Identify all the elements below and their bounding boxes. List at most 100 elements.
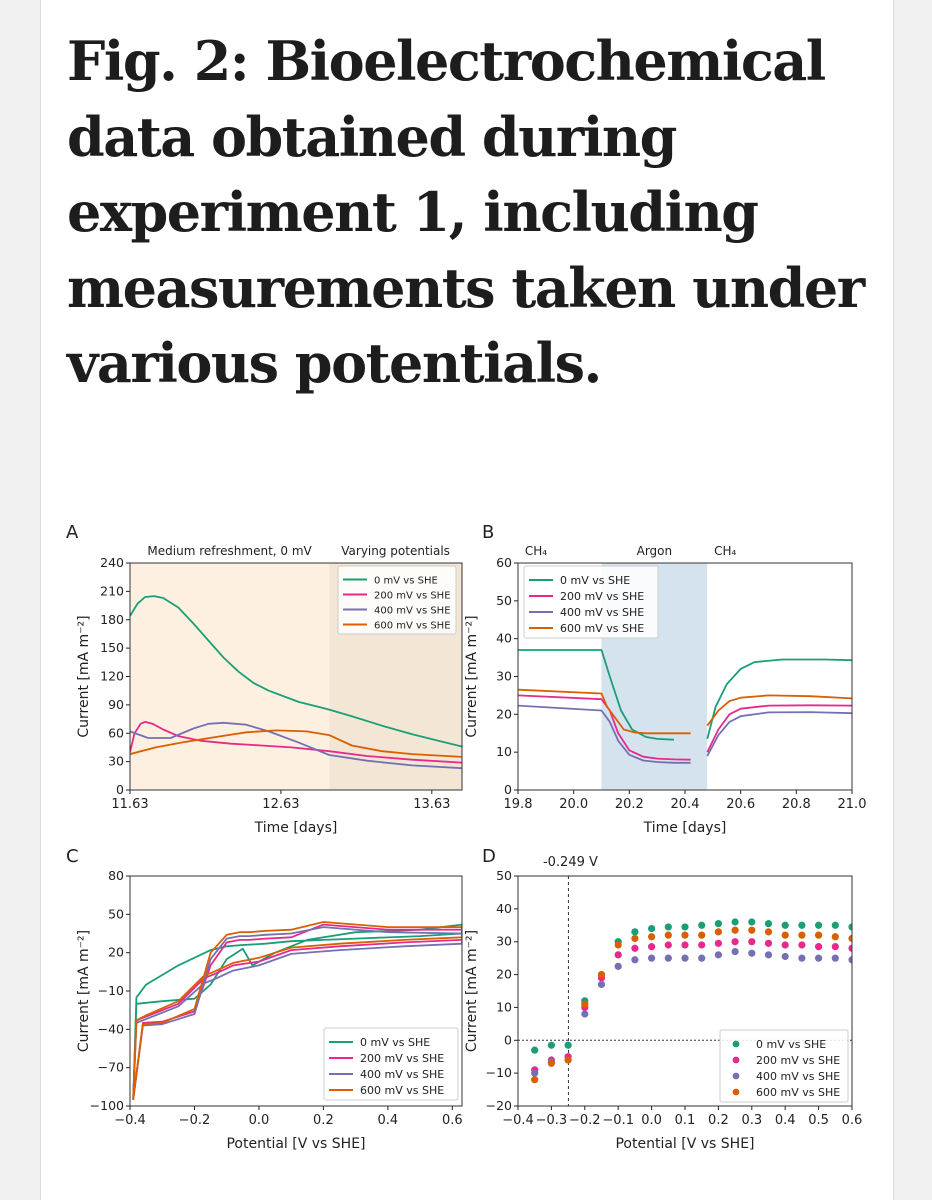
series-line-0-mv-vs-she [518,649,674,741]
scatter-point-400-mv-vs-she [831,954,839,962]
scatter-point-200-mv-vs-she [664,941,672,949]
panel-a-ytick-label: 0 [116,782,124,797]
panel-b-xtick-label: 21.0 [838,797,867,812]
series-line-0-mv-vs-she [130,595,462,748]
scatter-point-600-mv-vs-she [581,1000,589,1008]
scatter-point-400-mv-vs-she [698,954,706,962]
legend-label: 200 mV vs SHE [756,1054,840,1067]
panel-b-xtick-label: 20.0 [559,797,588,812]
scatter-point-600-mv-vs-she [648,933,656,941]
panel-d-ytick-label: −10 [486,1065,512,1080]
scatter-point-0-mv-vs-she [748,918,756,926]
panel-b-ylabel: Current [mA m⁻²] [464,615,480,737]
scatter-point-600-mv-vs-she [831,933,839,941]
panel-d-xtick-label: 0.5 [808,1113,829,1128]
scatter-point-200-mv-vs-she [648,943,656,951]
panel-c-ytick-label: 50 [108,906,124,921]
panel-a-ytick-label: 120 [100,669,124,684]
scatter-point-400-mv-vs-she [581,1010,589,1018]
panel-c-xtick-label: 0.6 [442,1113,463,1128]
scatter-point-400-mv-vs-she [798,954,806,962]
scatter-point-600-mv-vs-she [547,1059,556,1067]
scatter-point-200-mv-vs-she [764,939,773,947]
scatter-point-600-mv-vs-she [597,970,606,979]
scatter-point-200-mv-vs-she [781,941,789,949]
series-line-200-mv-vs-she [518,694,691,761]
scatter-point-400-mv-vs-she [714,951,723,959]
scatter-point-200-mv-vs-she [848,944,852,952]
panel-c-xtick-label: 0.0 [249,1113,270,1128]
legend-label: 400 mV vs SHE [756,1070,840,1083]
legend-label: 0 mV vs SHE [756,1038,826,1051]
scatter-point-400-mv-vs-she [531,1069,539,1077]
scatter-point-0-mv-vs-she [698,921,706,929]
legend-marker [732,1040,740,1048]
scatter-point-0-mv-vs-she [731,918,739,926]
panel-d-ytick-label: 30 [496,934,512,949]
legend-label: 200 mV vs SHE [374,591,451,602]
scatter-point-600-mv-vs-she [731,926,739,934]
panel-c-ytick-label: −100 [90,1098,124,1113]
scatter-point-0-mv-vs-she [564,1041,572,1049]
panel-b: B CH₄ Argon CH₄ 19.8 20.0 20.2 20.4 20.6 20.8 21.0… [464,522,866,836]
panel-d-xtick-label: 0.1 [675,1113,696,1128]
panel-b-xtick-label: 20.8 [782,797,811,812]
scatter-point-200-mv-vs-she [831,943,839,951]
scatter-point-400-mv-vs-she [764,951,773,959]
scatter-point-600-mv-vs-she [564,1056,572,1064]
panel-c-ylabel: Current [mA m⁻²] [76,930,92,1052]
scatter-point-0-mv-vs-she [764,920,773,928]
scatter-point-200-mv-vs-she [815,943,823,951]
scatter-point-200-mv-vs-she [748,938,756,946]
panel-c-xlabel: Potential [V vs SHE] [226,1136,365,1152]
scatter-point-400-mv-vs-she [648,954,656,962]
legend-box [337,565,457,635]
legend-label: 200 mV vs SHE [360,1052,444,1065]
scatter-point-600-mv-vs-she [664,931,672,939]
panel-a-xtick-label: 13.63 [413,797,450,812]
series-line-0-mv-vs-she [706,658,852,740]
scatter-point-600-mv-vs-she [614,941,622,949]
panel-d-ytick-label: 50 [496,868,512,883]
panel-b-region-label-0: CH₄ [525,544,547,558]
scatter-point-400-mv-vs-she [631,956,639,964]
scatter-point-400-mv-vs-she [681,954,689,962]
panel-a-ytick-label: 180 [100,612,124,627]
series-line-600-mv-vs-she [130,729,462,758]
panel-c-ytick-label: 80 [108,868,124,883]
panel-a-ytick-label: 210 [100,583,124,598]
panel-c: C −0.4 −0.2 0.0 0.2 0.4 0.6 −100 −70 −40 −10 20 50 80… [66,846,463,1152]
panel-b-ytick-label: 40 [496,631,512,646]
figure-title: Fig. 2: Bioelectrochemical data obtained… [67,29,865,396]
panel-b-ytick-label: 30 [496,669,512,684]
scatter-point-200-mv-vs-she [714,939,723,947]
panel-a-plot-area [130,595,462,770]
panel-b-ytick-label: 0 [504,782,512,797]
scatter-point-400-mv-vs-she [731,947,739,956]
scatter-point-600-mv-vs-she [764,928,773,936]
scatter-point-600-mv-vs-she [848,934,852,943]
panel-a-xtick-label: 11.63 [111,797,148,812]
scatter-point-0-mv-vs-she [831,921,839,929]
series-line-600-mv-vs-she [518,688,691,735]
panel-d-plot-area [518,876,852,1106]
scatter-point-400-mv-vs-she [815,954,823,962]
legend-label: 600 mV vs SHE [756,1086,840,1099]
scatter-point-400-mv-vs-she [848,956,852,964]
onset-potential-label: -0.249 V [543,855,598,870]
scatter-point-0-mv-vs-she [781,921,789,929]
panel-d-ytick-label: 0 [504,1032,512,1047]
scatter-point-600-mv-vs-she [681,931,689,939]
scatter-point-400-mv-vs-she [781,952,789,961]
panel-a: A Medium refreshment, 0 mV Varying potenti… [66,522,463,836]
panel-a-letter: A [66,522,79,543]
panel-d-xtick-label: −0.2 [569,1113,601,1128]
panel-d-ytick-label: 40 [496,901,512,916]
legend-label: 200 mV vs SHE [560,590,644,603]
panel-d-xtick-label: −0.4 [502,1113,534,1128]
series-line-600-mv-vs-she [706,694,852,727]
panel-b-ytick-label: 50 [496,593,512,608]
panel-a-region-label-1: Varying potentials [341,544,450,558]
panel-b-xlabel: Time [days] [643,820,727,836]
